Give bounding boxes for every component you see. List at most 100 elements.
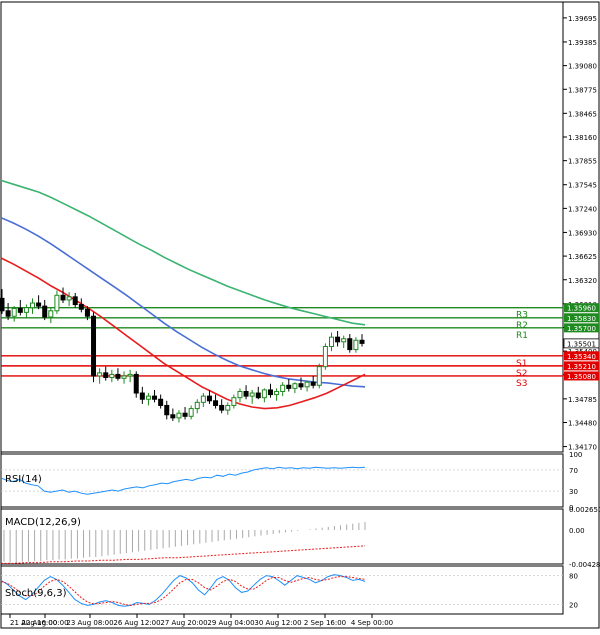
level-price-box xyxy=(564,371,599,381)
stoch-k-line xyxy=(0,574,366,607)
price-tick-label: 1.36930 xyxy=(568,229,597,237)
level-price-box xyxy=(564,303,599,313)
candle-body xyxy=(127,373,133,377)
candle-body xyxy=(274,390,280,396)
candle-body xyxy=(341,338,347,343)
candle-body xyxy=(170,414,176,419)
candle-body xyxy=(219,404,225,411)
current-price-label: 1.35501 xyxy=(567,340,596,348)
price-tick-label: 1.37855 xyxy=(568,158,597,166)
level-price-label: 1.35700 xyxy=(567,325,596,333)
price-tick-label: 1.38775 xyxy=(568,86,597,94)
x-tick-label: 4 Sep 00:00 xyxy=(351,619,393,627)
candle-body xyxy=(316,366,322,386)
x-tick-label: 21 Aug 16:00 xyxy=(10,619,57,627)
level-price-box xyxy=(564,323,599,333)
candle-body xyxy=(145,395,151,400)
pane-frame-rsi xyxy=(0,453,564,508)
macd-tick-label: 0.002651 xyxy=(569,506,600,514)
candle-body xyxy=(66,296,72,301)
candle-body xyxy=(91,315,97,377)
macd-signal-line xyxy=(1,545,366,564)
candle-body xyxy=(280,384,286,392)
candle-body xyxy=(249,392,255,397)
price-tick-label: 1.37545 xyxy=(568,182,597,190)
candle-body xyxy=(231,397,237,406)
level-name-r3: R3 xyxy=(516,311,528,321)
candle-body xyxy=(213,400,219,406)
candle-body xyxy=(60,294,66,301)
candle-body xyxy=(347,338,353,351)
candle-body xyxy=(158,398,164,406)
candle-body xyxy=(298,383,304,388)
candle-body xyxy=(84,308,90,317)
current-price-box xyxy=(563,338,600,349)
candle-body xyxy=(182,412,188,417)
candle-body xyxy=(152,395,158,400)
level-name-s2: S2 xyxy=(516,369,527,379)
macd-tick-label: -0.00428 xyxy=(569,561,600,569)
x-tick-label: 23 Aug 08:00 xyxy=(66,619,113,627)
stoch-tick-label: 80 xyxy=(569,573,578,581)
candle-body xyxy=(97,372,103,377)
ma-slow-line xyxy=(0,179,366,326)
level-price-box xyxy=(564,313,599,323)
candle-body xyxy=(286,384,292,389)
x-tick-label: 27 Aug 20:00 xyxy=(160,619,207,627)
price-tick-label: 1.37240 xyxy=(568,205,597,213)
candle-body xyxy=(353,339,359,351)
candle-body xyxy=(292,383,298,389)
pane-frame-stoch xyxy=(0,565,564,615)
rsi-line xyxy=(0,466,366,495)
candle-body xyxy=(17,307,23,313)
level-name-r2: R2 xyxy=(516,321,528,331)
price-tick-label: 1.34785 xyxy=(568,396,597,404)
price-tick-label: 1.38160 xyxy=(568,134,597,142)
stoch-d-line xyxy=(0,576,366,606)
candle-body xyxy=(335,336,341,343)
candle-body xyxy=(304,381,310,388)
rsi-tick-label: 0 xyxy=(569,504,573,512)
candle-body xyxy=(54,294,60,312)
ma-fast-line xyxy=(0,257,366,410)
rsi-tick-label: 100 xyxy=(569,451,582,459)
candle-body xyxy=(139,392,145,400)
x-tick-label: 26 Aug 12:00 xyxy=(113,619,160,627)
candle-body xyxy=(261,389,267,399)
candle-body xyxy=(225,404,231,411)
candle-body xyxy=(188,408,194,417)
rsi-tick-label: 70 xyxy=(569,467,578,475)
level-price-label: 1.35080 xyxy=(567,373,596,381)
x-tick-label: 29 Aug 04:00 xyxy=(207,619,254,627)
level-price-label: 1.35210 xyxy=(567,363,596,371)
candle-body xyxy=(133,373,139,394)
candle-body xyxy=(115,373,121,379)
candle-body xyxy=(0,297,5,312)
level-price-label: 1.35340 xyxy=(567,353,596,361)
ma-mid-line xyxy=(0,216,366,388)
x-tick-label: 22 Aug 00:00 xyxy=(21,619,68,627)
pane-frame-main xyxy=(0,1,564,453)
candle-body xyxy=(23,307,29,313)
candle-body xyxy=(310,381,316,386)
stoch-tick-label: 20 xyxy=(569,601,578,609)
price-tick-label: 1.39695 xyxy=(568,15,597,23)
candle-body xyxy=(322,345,328,368)
level-name-r1: R1 xyxy=(516,331,528,341)
price-tick-label: 1.36320 xyxy=(568,277,597,285)
rsi-label: RSI(14) xyxy=(5,474,42,485)
candle-body xyxy=(200,395,206,403)
pane-frame-macd xyxy=(0,508,564,565)
price-tick-label: 1.39385 xyxy=(568,39,597,47)
candle-body xyxy=(194,401,200,410)
x-tick-label: 2 Sep 16:00 xyxy=(304,619,346,627)
candle-body xyxy=(72,296,78,306)
price-tick-label: 1.39080 xyxy=(568,63,597,71)
candle-body xyxy=(109,373,115,379)
candle-body xyxy=(11,307,17,317)
level-name-s3: S3 xyxy=(516,379,527,389)
level-price-label: 1.35960 xyxy=(567,305,596,313)
candle-body xyxy=(328,336,334,347)
